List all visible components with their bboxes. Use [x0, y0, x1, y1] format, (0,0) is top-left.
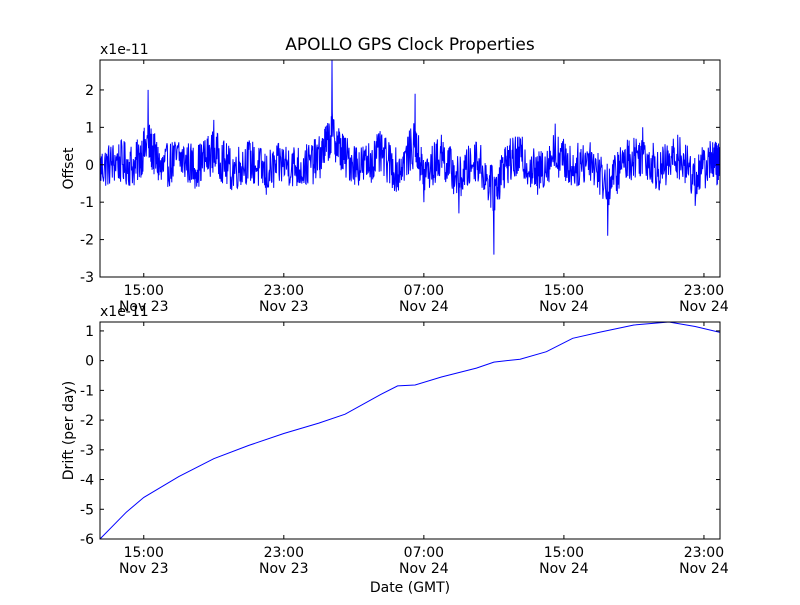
drift-y-tick-label: 1 — [85, 324, 94, 340]
drift-x-tick-time-label: 23:00 — [684, 545, 724, 561]
drift-x-tick-date-label: Nov 24 — [679, 561, 729, 577]
drift-series-line — [100, 322, 720, 539]
drift-y-axis-label: Drift (per day) — [61, 381, 77, 480]
offset-x-tick-time-label: 23:00 — [684, 283, 724, 299]
offset-x-tick-date-label: Nov 24 — [399, 299, 449, 315]
offset-y-tick-label: 1 — [85, 120, 94, 136]
drift-scale-label: x1e-11 — [100, 304, 149, 320]
offset-x-tick-time-label: 07:00 — [404, 283, 444, 299]
offset-x-tick-date-label: Nov 24 — [679, 299, 729, 315]
drift-x-tick-date-label: Nov 23 — [119, 561, 169, 577]
offset-x-tick-date-label: Nov 23 — [119, 299, 169, 315]
drift-plot-frame — [99, 321, 721, 540]
drift-x-tick-time-label: 15:00 — [124, 545, 164, 561]
offset-x-tick-time-label: 15:00 — [124, 283, 164, 299]
offset-x-tick-time-label: 15:00 — [544, 283, 584, 299]
offset-y-tick-label: -3 — [80, 270, 94, 286]
drift-y-tick-label: -4 — [80, 473, 94, 489]
offset-y-tick-label: 0 — [85, 158, 94, 174]
drift-x-tick-date-label: Nov 23 — [259, 561, 309, 577]
figure-title: APOLLO GPS Clock Properties — [285, 35, 535, 55]
offset-y-tick-label: -2 — [80, 233, 94, 249]
drift-y-tick-label: -6 — [80, 532, 94, 548]
offset-x-tick-date-label: Nov 24 — [539, 299, 589, 315]
offset-x-tick-date-label: Nov 23 — [259, 299, 309, 315]
drift-x-tick-date-label: Nov 24 — [399, 561, 449, 577]
drift-y-tick-label: -5 — [80, 502, 94, 518]
offset-y-tick-label: 2 — [85, 83, 94, 99]
drift-x-tick-date-label: Nov 24 — [539, 561, 589, 577]
drift-y-tick-label: -3 — [80, 443, 94, 459]
drift-y-tick-label: -1 — [80, 383, 94, 399]
offset-plot-frame — [99, 59, 721, 278]
offset-series-line — [100, 60, 720, 255]
drift-x-tick-time-label: 15:00 — [544, 545, 584, 561]
drift-y-tick-label: -2 — [80, 413, 94, 429]
drift-y-tick-label: 0 — [85, 354, 94, 370]
drift-x-tick-time-label: 07:00 — [404, 545, 444, 561]
offset-x-tick-time-label: 23:00 — [264, 283, 304, 299]
drift-x-tick-time-label: 23:00 — [264, 545, 304, 561]
offset-scale-label: x1e-11 — [100, 42, 149, 58]
drift-x-axis-label: Date (GMT) — [370, 580, 450, 596]
offset-y-tick-label: -1 — [80, 195, 94, 211]
offset-y-axis-label: Offset — [61, 147, 77, 190]
